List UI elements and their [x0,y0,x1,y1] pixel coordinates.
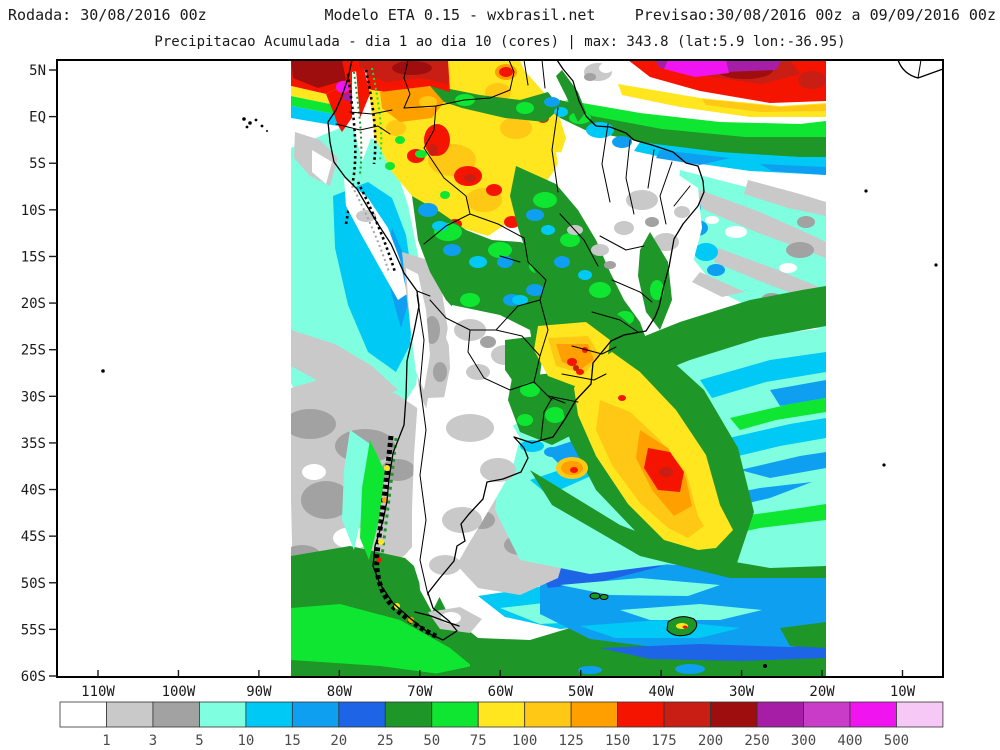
color-scale-cell [431,701,479,728]
color-scale-value: 200 [698,733,723,749]
color-scale-cell [710,701,758,728]
lat-axis: 5N EQ 5S 10S 15S 20S 25S 30S 35S 40S 45S 50S 55S 60S [21,63,57,685]
color-scale-cell [338,701,386,728]
lon-axis: 110W 100W 90W 80W 70W 60W 50W 40W 30W 20W 10W [81,670,916,700]
color-scale-cell [477,701,526,728]
color-scale-value: 1 [102,733,110,749]
color-scale-cell [152,701,200,728]
color-scale-cell [756,701,804,728]
color-scale-cell [59,701,107,728]
southern-ocean-precip [291,492,826,677]
model-label: Modelo ETA 0.15 - wxbrasil.net [324,6,596,24]
lat-label: 5S [29,156,46,172]
color-scale-value: 400 [837,733,862,749]
northwest-heavy-rain [291,60,450,132]
lon-label: 110W [81,684,115,700]
country-borders [335,59,691,596]
color-scale-value: 5 [195,733,203,749]
lon-label: 60W [488,684,514,700]
lon-label: 90W [246,684,272,700]
lat-label: 30S [21,389,46,405]
color-scale-value: 50 [423,733,440,749]
color-scale-value: 75 [470,733,487,749]
lon-label: 50W [568,684,594,700]
color-scale-value: 15 [284,733,301,749]
color-scale-value: 300 [791,733,816,749]
color-scale-value: 10 [237,733,254,749]
color-scale-cell [245,701,293,728]
color-scale-value: 150 [605,733,630,749]
map-title: Precipitacao Acumulada - dia 1 ao dia 10… [154,34,846,50]
color-scale-cell [617,701,665,728]
lon-label: 80W [327,684,353,700]
color-scale-cell [291,701,340,728]
lon-label: 20W [809,684,835,700]
lon-label: 10W [890,684,916,700]
lat-label: 45S [21,529,46,545]
lat-label: 20S [21,296,46,312]
color-scale-cell [384,701,433,728]
color-scale-value: 3 [149,733,157,749]
color-scale: 1 3 5 10 15 20 25 50 75 100 125 150 175 200 250 300 400 5… [59,701,944,749]
storm-track-precip [534,322,754,568]
color-scale-value: 20 [330,733,347,749]
lat-label: 55S [21,622,46,638]
color-scale-value: 250 [744,733,769,749]
color-scale-cell [803,701,851,728]
color-scale-value: 100 [512,733,537,749]
color-scale-cell [106,701,154,728]
lat-label: 35S [21,436,46,452]
lat-label: 25S [21,343,46,359]
patagonia-coast-band [342,430,438,639]
color-scale-cell [849,701,897,728]
small-islands [101,117,938,467]
itcz-band [618,60,826,117]
color-scale-cell [896,701,944,728]
color-scale-cell [570,701,619,728]
continent-precip [291,60,702,639]
lon-label: 100W [162,684,196,700]
color-scale-value: 175 [651,733,676,749]
lon-label: 30W [729,684,755,700]
color-scale-cell [524,701,572,728]
lat-label: 40S [21,483,46,499]
color-scale-cell [663,701,711,728]
equatorial-atlantic-bands [552,100,826,175]
color-scale-cell [199,701,247,728]
lat-label: 5N [29,63,46,79]
color-scale-value: 125 [559,733,584,749]
lon-label: 40W [649,684,675,700]
color-scale-value: 500 [884,733,909,749]
run-label: Rodada: 30/08/2016 00z [8,6,207,24]
lon-label: 70W [407,684,433,700]
south-brazil-heavy-rain [534,322,610,388]
precipitation-field [291,60,826,677]
color-scale-value: 25 [377,733,394,749]
lat-label: 50S [21,576,46,592]
lat-label: 60S [21,669,46,685]
lat-label: 10S [21,203,46,219]
lat-label: EQ [29,110,46,126]
lat-label: 15S [21,249,46,265]
islands [589,592,767,668]
forecast-range-label: Previsao:30/08/2016 00z a 09/09/2016 00z [634,6,996,24]
